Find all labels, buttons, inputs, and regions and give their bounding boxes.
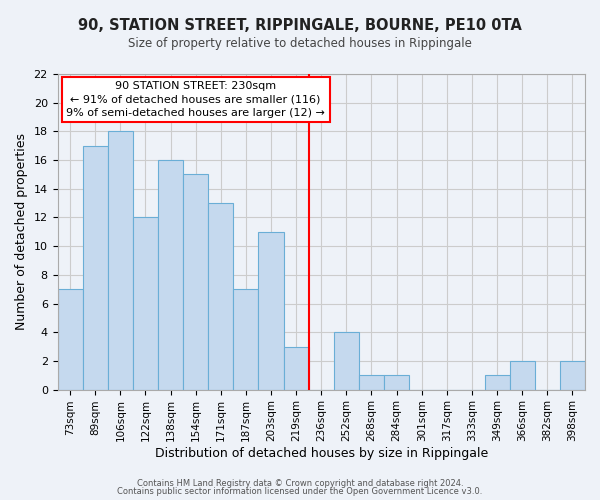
Bar — [108, 132, 133, 390]
Text: 90 STATION STREET: 230sqm
← 91% of detached houses are smaller (116)
9% of semi-: 90 STATION STREET: 230sqm ← 91% of detac… — [66, 81, 325, 118]
Bar — [233, 289, 259, 390]
Bar — [259, 232, 284, 390]
Bar — [359, 376, 384, 390]
Bar — [509, 361, 535, 390]
Bar — [83, 146, 108, 390]
Bar — [208, 203, 233, 390]
Text: Contains HM Land Registry data © Crown copyright and database right 2024.: Contains HM Land Registry data © Crown c… — [137, 478, 463, 488]
Y-axis label: Number of detached properties: Number of detached properties — [15, 134, 28, 330]
Bar — [158, 160, 183, 390]
Bar — [284, 346, 309, 390]
Text: 90, STATION STREET, RIPPINGALE, BOURNE, PE10 0TA: 90, STATION STREET, RIPPINGALE, BOURNE, … — [78, 18, 522, 32]
X-axis label: Distribution of detached houses by size in Rippingale: Distribution of detached houses by size … — [155, 447, 488, 460]
Bar — [485, 376, 509, 390]
Bar — [334, 332, 359, 390]
Text: Size of property relative to detached houses in Rippingale: Size of property relative to detached ho… — [128, 38, 472, 51]
Bar — [58, 289, 83, 390]
Bar — [384, 376, 409, 390]
Bar — [560, 361, 585, 390]
Bar — [183, 174, 208, 390]
Text: Contains public sector information licensed under the Open Government Licence v3: Contains public sector information licen… — [118, 487, 482, 496]
Bar — [133, 218, 158, 390]
